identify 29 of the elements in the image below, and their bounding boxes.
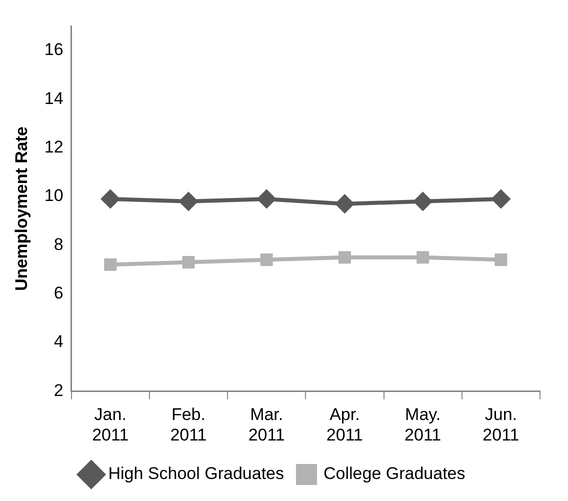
point bbox=[179, 192, 198, 210]
y-axis-title: Unemployment Rate bbox=[12, 126, 31, 291]
x-tick-label: Jun. 2011 bbox=[482, 405, 520, 444]
y-tick-label: 10 bbox=[44, 186, 64, 206]
x-tick-label: Mar. 2011 bbox=[248, 405, 285, 444]
legend-label: High School Graduates bbox=[108, 464, 284, 484]
y-tick-label: 12 bbox=[44, 138, 64, 157]
y-tick-label: 2 bbox=[54, 380, 64, 400]
x-tick-label: Feb. 2011 bbox=[170, 405, 207, 444]
point bbox=[104, 258, 117, 271]
x-tick-label: Apr. 2011 bbox=[326, 405, 363, 444]
y-tick-label: 4 bbox=[54, 332, 64, 352]
point bbox=[258, 190, 276, 208]
x-tick-label: May. 2011 bbox=[404, 405, 442, 444]
point bbox=[494, 254, 508, 266]
point bbox=[492, 190, 510, 208]
y-tick-label: 16 bbox=[44, 40, 64, 60]
point bbox=[260, 254, 273, 266]
y-tick-label: 6 bbox=[54, 284, 64, 303]
y-tick-label: 14 bbox=[44, 88, 64, 108]
x-tick-label: Jan. 2011 bbox=[92, 405, 129, 444]
point bbox=[338, 251, 351, 264]
point bbox=[101, 190, 120, 208]
point bbox=[182, 256, 195, 268]
point bbox=[336, 194, 354, 213]
legend-label: College Graduates bbox=[324, 464, 466, 484]
point bbox=[414, 192, 432, 210]
point bbox=[416, 251, 430, 264]
y-tick-label: 8 bbox=[54, 234, 64, 254]
